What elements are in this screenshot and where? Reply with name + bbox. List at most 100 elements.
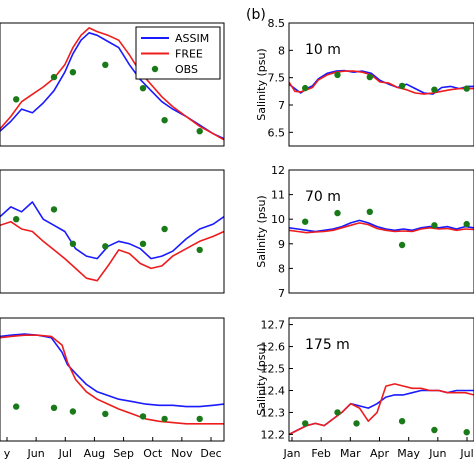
x-tick-label: Jan bbox=[283, 447, 301, 460]
y-tick-label: 12.3 bbox=[261, 406, 286, 419]
x-tick-label: May bbox=[397, 447, 420, 460]
y-axis-label: Salinity (psu) bbox=[255, 343, 268, 415]
obs-point bbox=[302, 218, 309, 225]
panel-left-middle bbox=[0, 169, 225, 294]
obs-point bbox=[334, 409, 341, 416]
axes-frame bbox=[0, 22, 225, 147]
obs-point bbox=[161, 225, 168, 233]
legend-label-free: FREE bbox=[175, 48, 203, 61]
y-tick-label: 12.6 bbox=[261, 341, 286, 354]
obs-point bbox=[398, 241, 406, 249]
obs-point bbox=[353, 420, 360, 427]
obs-point bbox=[102, 61, 109, 68]
obs-point bbox=[431, 86, 438, 93]
obs-point bbox=[69, 240, 77, 247]
legend-swatch-obs bbox=[151, 65, 159, 73]
obs-point bbox=[431, 426, 438, 434]
series-line-free bbox=[0, 27, 224, 141]
x-tick-label: Jun bbox=[27, 447, 45, 460]
axes-frame bbox=[288, 22, 474, 147]
x-tick-label: Mar bbox=[340, 447, 361, 460]
y-tick-label: 12.7 bbox=[261, 319, 286, 332]
obs-point bbox=[13, 216, 20, 223]
legend-label-assim: ASSIM bbox=[175, 32, 209, 45]
series-line-assim bbox=[0, 31, 224, 140]
obs-point bbox=[50, 73, 58, 81]
x-tick-label: Sep bbox=[113, 447, 134, 460]
x-tick-label: Oct bbox=[143, 447, 163, 460]
x-tick-label: Feb bbox=[311, 447, 330, 460]
obs-point bbox=[463, 429, 470, 436]
y-tick-label: 12.4 bbox=[261, 384, 286, 397]
y-tick-label: 7 bbox=[278, 99, 285, 112]
panel-left-top bbox=[0, 22, 225, 147]
obs-point bbox=[161, 117, 168, 124]
obs-point bbox=[139, 413, 147, 420]
obs-point bbox=[334, 71, 341, 79]
legend-label-obs: OBS bbox=[175, 63, 198, 76]
obs-point bbox=[366, 73, 373, 81]
y-tick-label: 9 bbox=[278, 238, 285, 251]
panel-left-bottom: y Jun Jul Aug Sep Oct Nov Dec bbox=[0, 317, 225, 460]
x-tick-label: Jul bbox=[459, 447, 473, 460]
x-tick-label: Jun bbox=[428, 447, 446, 460]
obs-point bbox=[69, 408, 77, 415]
y-tick-label: 7.5 bbox=[268, 72, 286, 85]
depth-label: 10 m bbox=[305, 42, 341, 58]
obs-point bbox=[196, 128, 203, 135]
obs-point bbox=[50, 206, 58, 213]
panel-right-middle: 7 8 9 10 11 12 70 m Salinity (psu) bbox=[255, 164, 474, 300]
obs-point bbox=[102, 243, 109, 250]
obs-point bbox=[102, 410, 109, 418]
series-line-free bbox=[289, 70, 474, 95]
depth-label: 70 m bbox=[305, 189, 341, 205]
obs-point bbox=[431, 222, 438, 229]
series-line-free bbox=[289, 383, 474, 436]
series-line-assim bbox=[289, 219, 474, 233]
y-tick-label: 7 bbox=[278, 287, 285, 300]
y-tick-label: 10 bbox=[271, 213, 285, 226]
x-tick-label: Nov bbox=[171, 447, 193, 460]
axes-frame bbox=[0, 169, 225, 294]
y-tick-label: 12.5 bbox=[261, 363, 286, 376]
obs-point bbox=[302, 420, 309, 427]
y-tick-label: 8.5 bbox=[268, 17, 286, 30]
obs-point bbox=[463, 220, 470, 228]
axes-frame bbox=[288, 317, 474, 442]
y-axis-label: Salinity (psu) bbox=[255, 195, 268, 267]
x-tick-label: Dec bbox=[200, 447, 221, 460]
panels: y Jun Jul Aug Sep Oct Nov Dec 6.5 7 7.5 8 8.5 10 m Sal… bbox=[0, 17, 474, 460]
obs-point bbox=[13, 96, 20, 103]
obs-point bbox=[463, 85, 470, 92]
obs-point bbox=[196, 415, 203, 423]
obs-point bbox=[196, 246, 203, 254]
y-tick-label: 6.5 bbox=[268, 126, 286, 139]
y-tick-label: 11 bbox=[271, 189, 285, 202]
obs-point bbox=[161, 415, 168, 423]
legend: ASSIM FREE OBS bbox=[135, 26, 221, 80]
series-line-free bbox=[0, 334, 224, 425]
obs-point bbox=[366, 208, 373, 215]
y-tick-label: 12.2 bbox=[261, 428, 286, 441]
panel-right-top: 6.5 7 7.5 8 8.5 10 m Salinity (psu) bbox=[255, 17, 474, 147]
x-tick-label: Aug bbox=[84, 447, 105, 460]
panel-right-bottom: 12.2 12.3 12.4 12.5 12.6 12.7 Jan Feb Mar Apr May J… bbox=[255, 317, 474, 460]
obs-point bbox=[139, 85, 147, 92]
series-line-free bbox=[0, 220, 224, 282]
series-line-free bbox=[289, 222, 474, 234]
obs-point bbox=[302, 84, 309, 92]
obs-point bbox=[50, 404, 58, 411]
x-tick-label: Jul bbox=[58, 447, 72, 460]
y-tick-label: 8 bbox=[278, 44, 285, 57]
obs-point bbox=[398, 82, 406, 90]
y-tick-label: 8 bbox=[278, 262, 285, 275]
axes-frame bbox=[288, 169, 474, 294]
obs-point bbox=[69, 69, 77, 76]
obs-point bbox=[398, 418, 406, 425]
panel-label: (b) bbox=[246, 7, 266, 23]
obs-point bbox=[139, 240, 147, 247]
y-tick-label: 12 bbox=[271, 164, 285, 177]
obs-point bbox=[13, 403, 20, 410]
series-line-assim bbox=[289, 69, 474, 95]
